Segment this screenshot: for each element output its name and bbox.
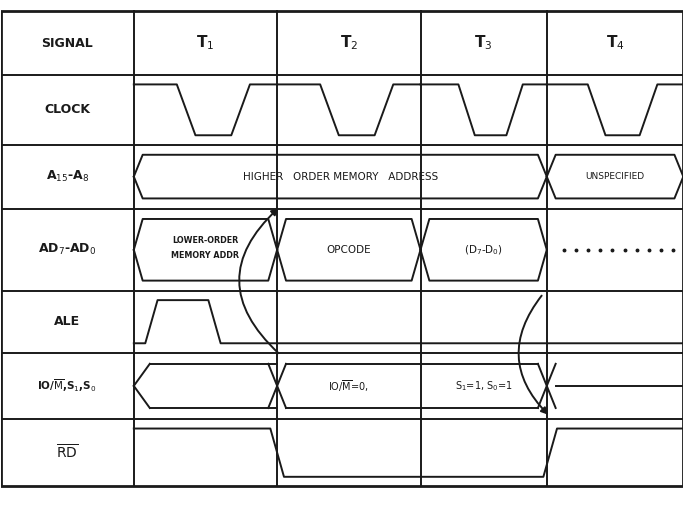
Text: T$_2$: T$_2$ [340, 33, 358, 53]
Text: SIGNAL: SIGNAL [41, 37, 93, 49]
Text: ALE: ALE [54, 315, 80, 328]
Text: IO/$\overline{\mathrm{M}}$,S$_{1}$,S$_{0}$: IO/$\overline{\mathrm{M}}$,S$_{1}$,S$_{0… [38, 377, 97, 394]
Text: $\overline{\mathrm{RD}}$: $\overline{\mathrm{RD}}$ [56, 443, 79, 462]
Text: T$_1$: T$_1$ [196, 33, 215, 53]
Text: IO/$\overline{\mathrm{M}}$=0,: IO/$\overline{\mathrm{M}}$=0, [328, 378, 369, 393]
Text: LOWER-ORDER: LOWER-ORDER [172, 236, 239, 245]
Text: HIGHER   ORDER MEMORY   ADDRESS: HIGHER ORDER MEMORY ADDRESS [243, 171, 438, 182]
Text: UNSPECIFIED: UNSPECIFIED [586, 172, 644, 181]
FancyArrowPatch shape [239, 210, 278, 353]
Text: MEMORY ADDR: MEMORY ADDR [172, 251, 239, 261]
Text: T$_3$: T$_3$ [475, 33, 493, 53]
Text: S$_{1}$=1, S$_{0}$=1: S$_{1}$=1, S$_{0}$=1 [455, 379, 512, 393]
Text: CLOCK: CLOCK [44, 104, 90, 116]
FancyArrowPatch shape [518, 296, 547, 413]
Text: A$_{15}$-A$_{8}$: A$_{15}$-A$_{8}$ [46, 169, 89, 184]
Text: (D$_{7}$-D$_{0}$): (D$_{7}$-D$_{0}$) [464, 243, 503, 256]
Text: AD$_{7}$-AD$_{0}$: AD$_{7}$-AD$_{0}$ [38, 242, 96, 258]
Text: T$_4$: T$_4$ [606, 33, 624, 53]
Text: OPCODE: OPCODE [326, 245, 371, 255]
